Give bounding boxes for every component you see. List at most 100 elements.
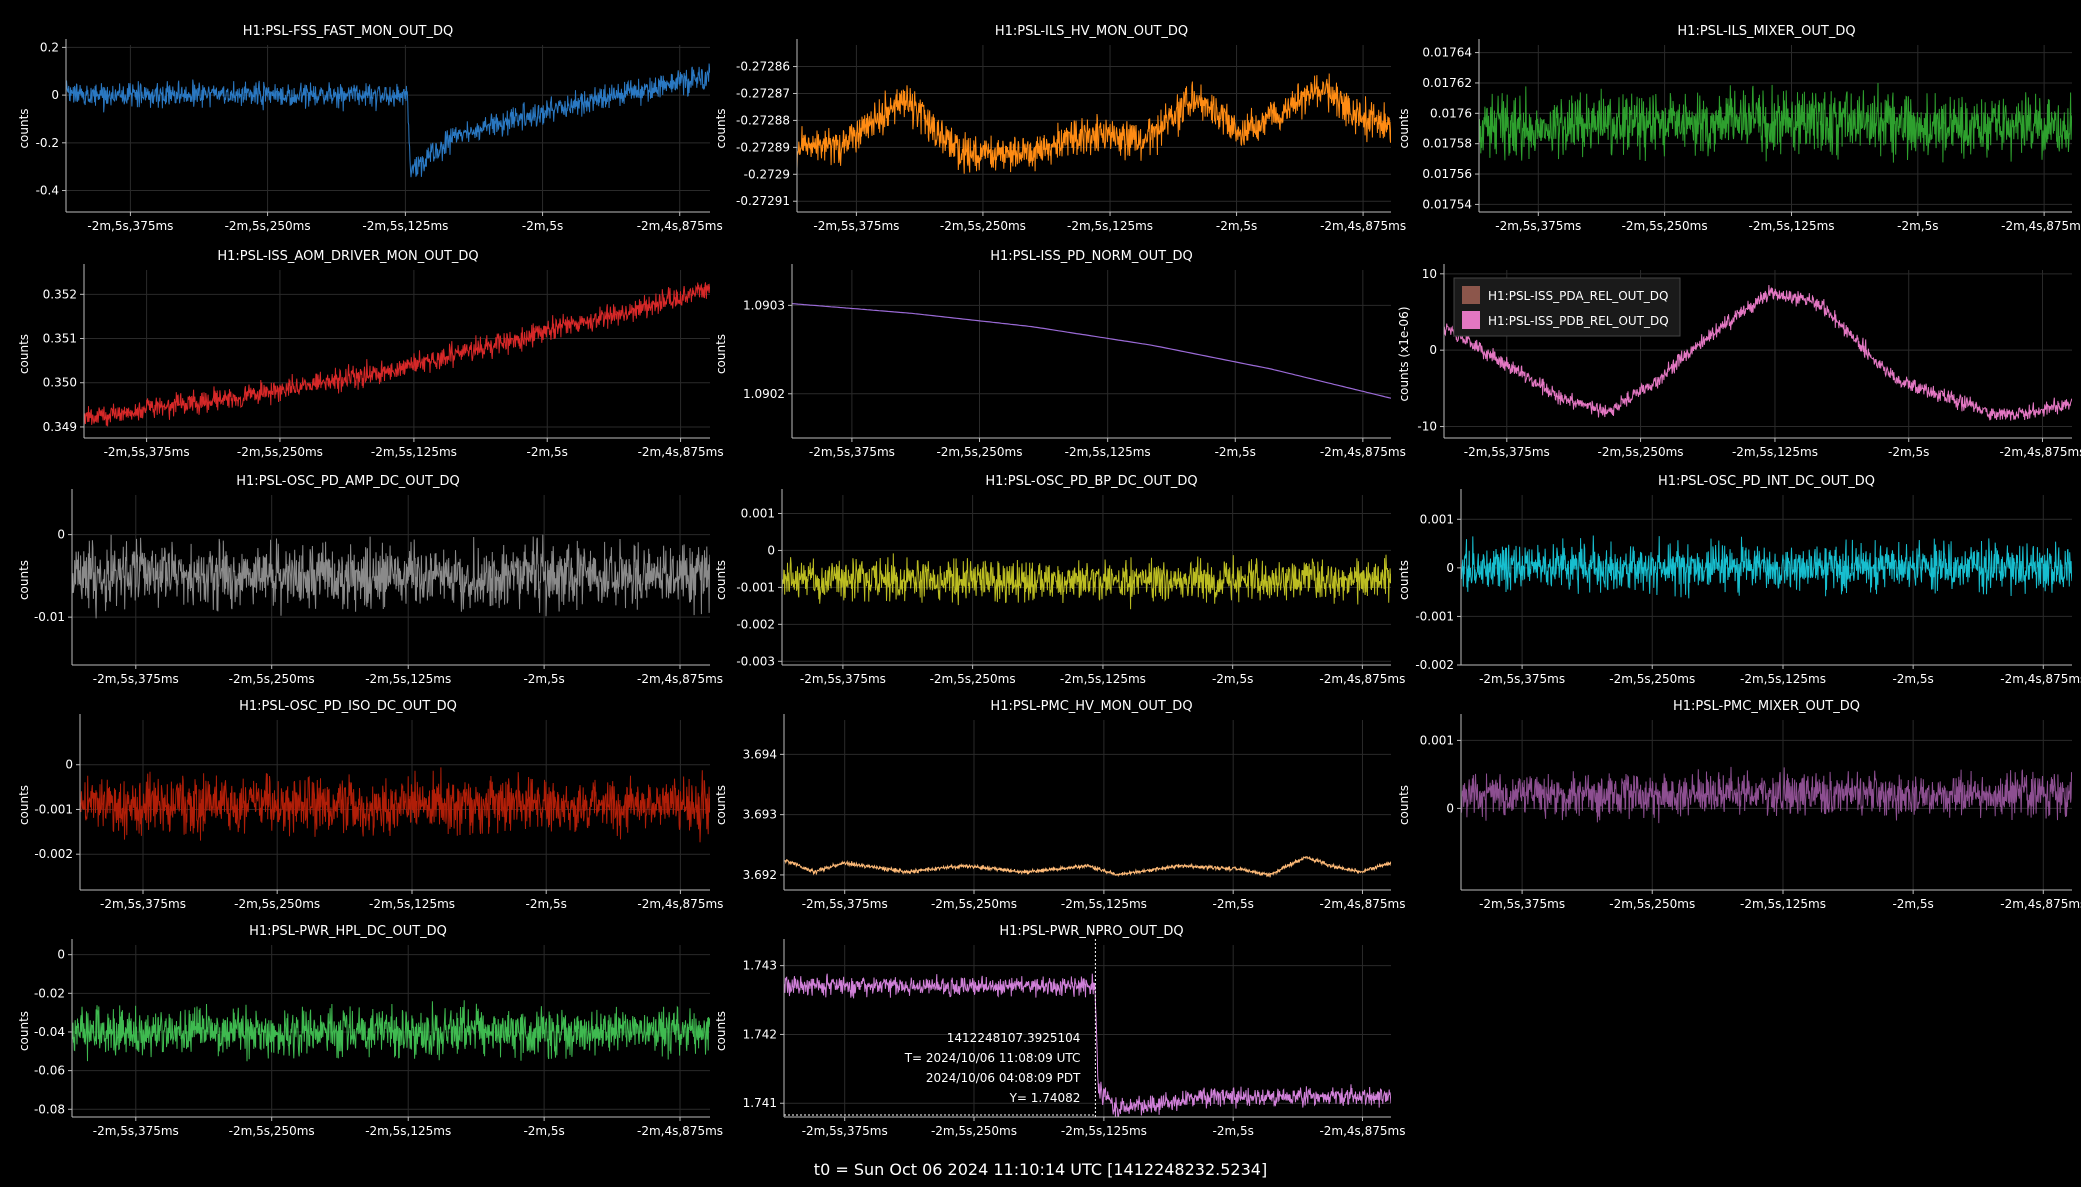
- x-tick-label: -2m,4s,875ms: [1319, 1124, 1405, 1138]
- y-axis-label: counts: [17, 334, 31, 374]
- y-axis-label: counts: [714, 785, 728, 825]
- series-line: [80, 767, 710, 843]
- chart-panel: H1:PSL-ISS_AOM_DRIVER_MON_OUT_DQ 0.352 0.3…: [17, 249, 724, 459]
- cursor-label: 2024/10/06 04:08:09 PDT: [926, 1071, 1081, 1085]
- legend-swatch: [1462, 311, 1480, 329]
- y-tick-label: 1.743: [743, 959, 777, 973]
- y-axis-label: counts (x1e-06): [1397, 306, 1411, 401]
- x-tick-label: -2m,5s,375ms: [802, 897, 888, 911]
- x-tick-label: -2m,5s,375ms: [100, 897, 186, 911]
- y-tick-label: -0.001: [736, 580, 775, 594]
- x-tick-label: -2m,5s,250ms: [237, 445, 323, 459]
- y-tick-label: 1.0902: [743, 387, 785, 401]
- y-tick-label: -0.001: [1415, 609, 1454, 623]
- x-tick-label: -2m,4s,875ms: [1320, 219, 1406, 233]
- x-tick-label: -2m,5s,125ms: [1061, 1124, 1147, 1138]
- y-tick-label: -0.27287: [736, 86, 790, 100]
- x-tick-label: -2m,5s,375ms: [813, 219, 899, 233]
- x-tick-label: -2m,4s,875ms: [638, 445, 724, 459]
- y-tick-label: 0.001: [1420, 733, 1454, 747]
- x-tick-label: -2m,5s,375ms: [93, 1124, 179, 1138]
- y-tick-label: -0.2: [36, 136, 59, 150]
- y-tick-label: 0: [57, 528, 65, 542]
- x-tick-label: -2m,5s: [527, 445, 568, 459]
- legend-swatch: [1462, 286, 1480, 304]
- x-tick-label: -2m,5s,125ms: [365, 672, 451, 686]
- chart-panel: H1:PSL-PWR_NPRO_OUT_DQ 1.743 1.742 1.741 -2m…: [714, 924, 1405, 1138]
- y-axis-label: counts: [17, 108, 31, 148]
- chart-title: H1:PSL-PWR_NPRO_OUT_DQ: [999, 924, 1183, 939]
- y-tick-label: -0.001: [34, 802, 73, 816]
- y-tick-label: 0.349: [43, 420, 77, 434]
- y-tick-label: 0.01756: [1422, 167, 1472, 181]
- x-tick-label: -2m,5s,125ms: [369, 897, 455, 911]
- x-tick-label: -2m,4s,875ms: [637, 219, 723, 233]
- cursor-label: T= 2024/10/06 11:08:09 UTC: [904, 1051, 1081, 1065]
- x-tick-label: -2m,4s,875ms: [2000, 897, 2081, 911]
- x-tick-label: -2m,5s,250ms: [229, 1124, 315, 1138]
- x-tick-label: -2m,4s,875ms: [637, 1124, 723, 1138]
- chart-panel: 10 0 -10 -2m,5s,375ms -2m,5s,250ms -2m,5s,125…: [1397, 264, 2081, 459]
- x-tick-label: -2m,5s,375ms: [800, 672, 886, 686]
- x-tick-label: -2m,5s: [1216, 219, 1257, 233]
- y-axis-label: counts: [1397, 785, 1411, 825]
- x-tick-label: -2m,5s: [1215, 445, 1256, 459]
- y-tick-label: 3.693: [743, 808, 777, 822]
- x-tick-label: -2m,5s,250ms: [931, 897, 1017, 911]
- series-line: [72, 1000, 710, 1062]
- chart-panel: H1:PSL-PWR_HPL_DC_OUT_DQ 0 -0.02 -0.04 -0.06…: [17, 924, 723, 1138]
- x-tick-label: -2m,4s,875ms: [1999, 445, 2081, 459]
- y-axis-label: counts: [1397, 560, 1411, 600]
- series-line: [784, 973, 1391, 1117]
- series-line: [72, 534, 710, 619]
- chart-panel: H1:PSL-OSC_PD_INT_DC_OUT_DQ 0.001 0 -0.001 -…: [1397, 474, 2081, 686]
- x-tick-label: -2m,5s,375ms: [104, 445, 190, 459]
- y-tick-label: 3.694: [743, 747, 777, 761]
- y-tick-label: -0.002: [1415, 658, 1454, 672]
- x-tick-label: -2m,5s,125ms: [1065, 445, 1151, 459]
- x-tick-label: -2m,5s: [523, 1124, 564, 1138]
- x-tick-label: -2m,5s,125ms: [1061, 897, 1147, 911]
- y-tick-label: 0.01764: [1422, 46, 1472, 60]
- y-axis-label: counts: [714, 108, 728, 148]
- chart-title: H1:PSL-ILS_HV_MON_OUT_DQ: [995, 24, 1188, 39]
- cursor-label: 1412248107.3925104: [947, 1031, 1081, 1045]
- x-tick-label: -2m,5s,250ms: [940, 219, 1026, 233]
- x-tick-label: -2m,5s: [1892, 897, 1933, 911]
- x-tick-label: -2m,5s,375ms: [809, 445, 895, 459]
- y-tick-label: 0: [767, 543, 775, 557]
- y-tick-label: 0.01758: [1422, 137, 1472, 151]
- x-tick-label: -2m,5s: [1213, 897, 1254, 911]
- series-line: [784, 855, 1391, 878]
- x-tick-label: -2m,5s,125ms: [1732, 445, 1818, 459]
- x-tick-label: -2m,5s,125ms: [365, 1124, 451, 1138]
- y-axis-label: counts: [17, 785, 31, 825]
- chart-panel: H1:PSL-ILS_MIXER_OUT_DQ 0.01764 0.01762 0.0…: [1397, 24, 2081, 233]
- x-tick-label: -2m,5s,250ms: [1609, 897, 1695, 911]
- x-tick-label: -2m,5s: [1892, 672, 1933, 686]
- chart-title: H1:PSL-OSC_PD_BP_DC_OUT_DQ: [985, 474, 1197, 489]
- y-axis-label: counts: [17, 560, 31, 600]
- x-tick-label: -2m,5s,125ms: [362, 219, 448, 233]
- y-tick-label: -0.003: [736, 654, 775, 668]
- series-line: [66, 63, 710, 178]
- chart-title: H1:PSL-PMC_MIXER_OUT_DQ: [1673, 699, 1860, 714]
- y-tick-label: -0.06: [34, 1064, 65, 1078]
- series-line: [1461, 535, 2072, 599]
- x-tick-label: -2m,5s,250ms: [234, 897, 320, 911]
- x-tick-label: -2m,5s,250ms: [1609, 672, 1695, 686]
- x-tick-label: -2m,4s,875ms: [2000, 672, 2081, 686]
- y-tick-label: -0.27286: [736, 60, 790, 74]
- x-tick-label: -2m,5s,375ms: [1479, 672, 1565, 686]
- series-line: [1461, 766, 2072, 824]
- x-tick-label: -2m,4s,875ms: [1319, 672, 1405, 686]
- y-tick-label: 0.01762: [1422, 76, 1472, 90]
- y-tick-label: -0.002: [34, 847, 73, 861]
- chart-title: H1:PSL-FSS_FAST_MON_OUT_DQ: [243, 24, 453, 39]
- x-tick-label: -2m,4s,875ms: [1320, 445, 1406, 459]
- chart-panel: H1:PSL-PMC_HV_MON_OUT_DQ 3.694 3.693 3.692 -…: [714, 699, 1405, 911]
- x-tick-label: -2m,5s,250ms: [225, 219, 311, 233]
- chart-panel: H1:PSL-FSS_FAST_MON_OUT_DQ 0.2 0 -0.2 -0.4 -2…: [17, 24, 723, 233]
- chart-title: H1:PSL-ILS_MIXER_OUT_DQ: [1677, 24, 1855, 39]
